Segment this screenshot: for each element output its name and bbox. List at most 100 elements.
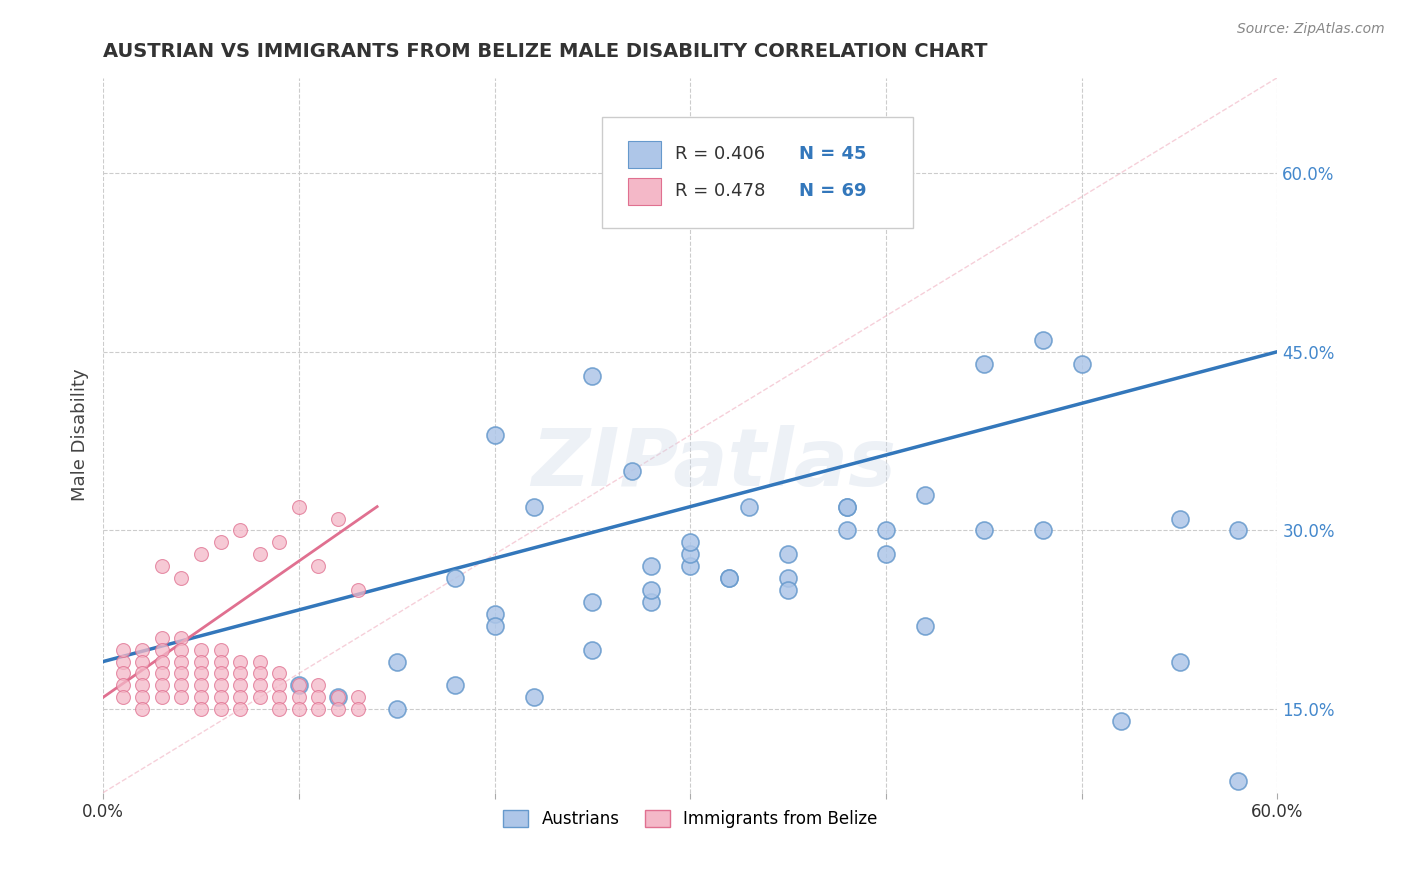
Point: [269, 678, 291, 692]
Point: [288, 678, 311, 692]
Point: [111, 642, 134, 657]
Point: [150, 655, 173, 669]
Point: [738, 500, 761, 514]
Point: [150, 666, 173, 681]
Point: [170, 655, 193, 669]
Text: Source: ZipAtlas.com: Source: ZipAtlas.com: [1237, 22, 1385, 37]
Point: [190, 690, 212, 705]
Point: [170, 666, 193, 681]
Point: [679, 547, 702, 561]
Bar: [628, 178, 661, 205]
Point: [444, 571, 467, 585]
Text: R = 0.478: R = 0.478: [675, 182, 765, 201]
Point: [249, 690, 271, 705]
Point: [131, 678, 153, 692]
Point: [288, 678, 311, 692]
Point: [209, 666, 232, 681]
Point: [679, 142, 702, 156]
Point: [778, 582, 800, 597]
Point: [170, 642, 193, 657]
Text: N = 69: N = 69: [800, 182, 868, 201]
Point: [581, 595, 603, 609]
Point: [1109, 714, 1132, 728]
Point: [973, 357, 995, 371]
Point: [288, 702, 311, 716]
Point: [209, 678, 232, 692]
Point: [385, 655, 408, 669]
Point: [523, 690, 546, 705]
Point: [288, 500, 311, 514]
Point: [307, 690, 329, 705]
Point: [346, 582, 368, 597]
Point: [229, 524, 252, 538]
Point: [385, 702, 408, 716]
Point: [307, 559, 329, 574]
Point: [973, 524, 995, 538]
Point: [484, 607, 506, 621]
Point: [131, 690, 153, 705]
Point: [326, 690, 349, 705]
Point: [523, 500, 546, 514]
Point: [1168, 511, 1191, 525]
Point: [1227, 773, 1250, 788]
Point: [209, 535, 232, 549]
Point: [620, 464, 643, 478]
Point: [170, 571, 193, 585]
Point: [150, 690, 173, 705]
Point: [209, 702, 232, 716]
Point: [444, 678, 467, 692]
Legend: Austrians, Immigrants from Belize: Austrians, Immigrants from Belize: [496, 803, 884, 834]
Point: [307, 702, 329, 716]
Point: [249, 666, 271, 681]
Point: [170, 678, 193, 692]
Point: [111, 666, 134, 681]
Text: R = 0.406: R = 0.406: [675, 145, 765, 163]
Point: [111, 678, 134, 692]
Point: [718, 571, 741, 585]
Point: [131, 642, 153, 657]
Text: N = 45: N = 45: [800, 145, 868, 163]
Point: [170, 690, 193, 705]
Point: [249, 655, 271, 669]
Point: [326, 702, 349, 716]
Point: [875, 547, 897, 561]
Point: [581, 368, 603, 383]
Point: [1031, 333, 1053, 347]
Point: [249, 547, 271, 561]
Point: [209, 642, 232, 657]
Point: [131, 655, 153, 669]
Point: [229, 690, 252, 705]
Point: [778, 571, 800, 585]
Point: [190, 642, 212, 657]
Point: [269, 702, 291, 716]
Point: [1227, 524, 1250, 538]
Point: [640, 595, 662, 609]
Point: [190, 547, 212, 561]
Point: [131, 702, 153, 716]
Point: [209, 690, 232, 705]
Point: [346, 702, 368, 716]
Point: [679, 559, 702, 574]
Y-axis label: Male Disability: Male Disability: [72, 368, 89, 501]
Point: [1168, 655, 1191, 669]
Point: [914, 488, 936, 502]
Point: [190, 702, 212, 716]
Point: [288, 690, 311, 705]
Point: [190, 655, 212, 669]
Point: [229, 666, 252, 681]
Point: [718, 571, 741, 585]
Point: [150, 678, 173, 692]
Point: [326, 690, 349, 705]
Point: [131, 666, 153, 681]
Point: [875, 524, 897, 538]
FancyBboxPatch shape: [602, 117, 914, 227]
Point: [190, 666, 212, 681]
Point: [346, 690, 368, 705]
Point: [150, 631, 173, 645]
Point: [778, 547, 800, 561]
Point: [835, 500, 858, 514]
Point: [229, 655, 252, 669]
Point: [190, 678, 212, 692]
Point: [484, 619, 506, 633]
Point: [229, 702, 252, 716]
